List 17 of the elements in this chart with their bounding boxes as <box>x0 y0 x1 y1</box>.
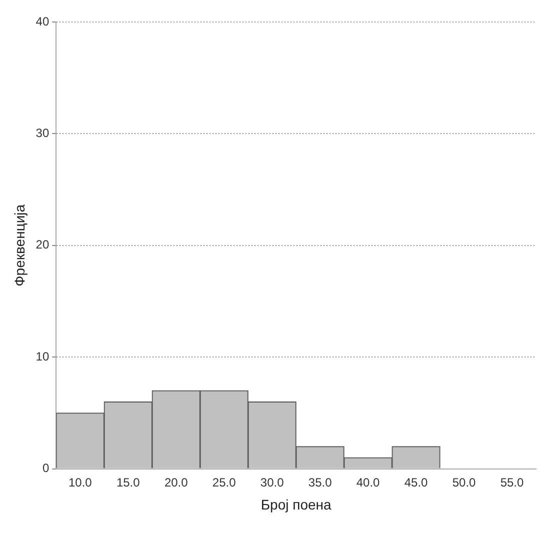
x-tick-label: 55.0 <box>500 475 524 490</box>
y-tick-label: 0 <box>42 461 50 476</box>
x-tick-label: 50.0 <box>452 475 476 490</box>
x-tick-label: 15.0 <box>116 475 140 490</box>
x-tick-label: 30.0 <box>260 475 284 490</box>
x-tick-label: 45.0 <box>404 475 428 490</box>
y-tick-label: 40 <box>36 14 50 28</box>
x-tick-label: 25.0 <box>212 475 236 490</box>
x-tick-label: 40.0 <box>356 475 380 490</box>
x-tick-label: 20.0 <box>164 475 188 490</box>
x-axis-title: Број поена <box>260 496 332 512</box>
x-tick-label: 35.0 <box>308 475 332 490</box>
y-tick-label: 30 <box>36 126 50 140</box>
y-axis-title: Фреквенција <box>11 204 28 286</box>
x-tick-label: 10.0 <box>68 475 92 490</box>
y-tick-label: 20 <box>36 238 50 252</box>
y-tick-label: 10 <box>36 349 50 364</box>
